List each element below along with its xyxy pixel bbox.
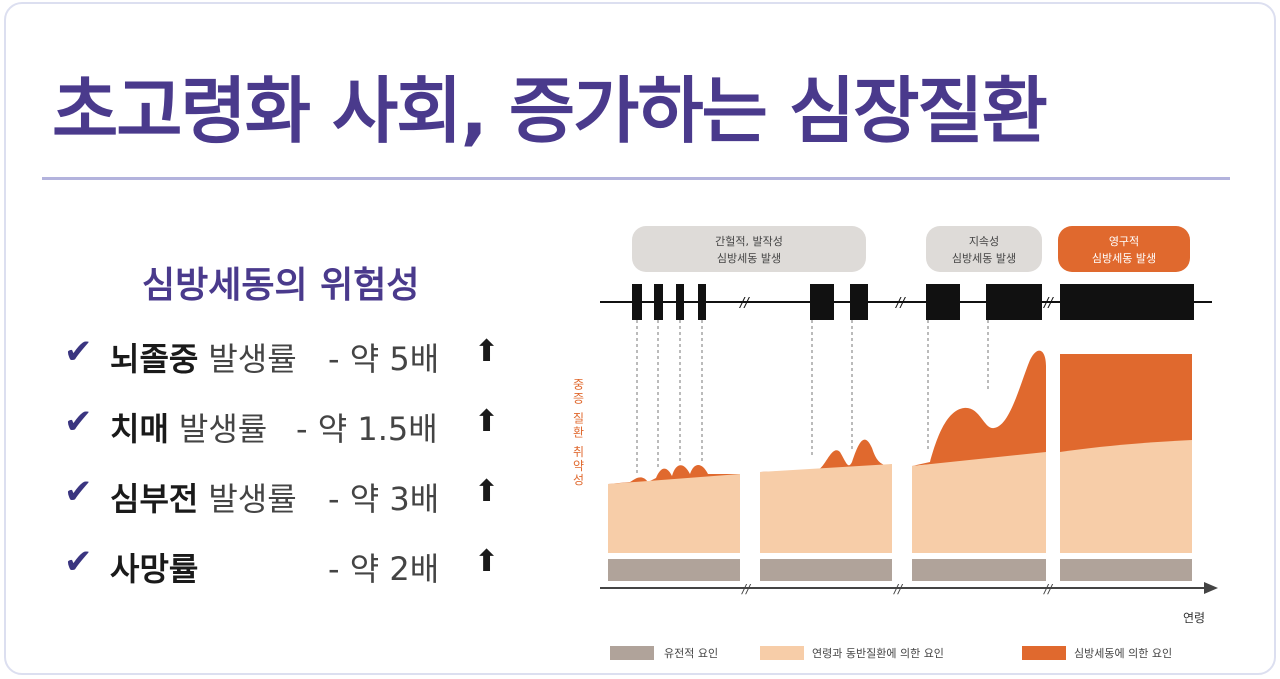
legend-label-af: 심방세동에 의한 요인: [1074, 647, 1172, 660]
age-area-1: [608, 474, 740, 553]
checkmark-icon: ✔: [64, 472, 93, 512]
genetic-bar-3: [912, 559, 1046, 581]
y-axis-label: 중증 질환 취약성: [571, 378, 585, 488]
page-title: 초고령화 사회, 증가하는 심장질환: [52, 69, 1048, 153]
risk-item-metric: 발생률: [208, 480, 297, 518]
risk-item-heart-failure: ✔ 심부전 발생률 - 약 3배 ⬆: [64, 470, 524, 540]
risk-item-name: 사망률: [110, 550, 199, 588]
age-area-2: [760, 464, 892, 553]
episode-connectors: [636, 320, 989, 476]
legend-swatch-af: [1022, 646, 1066, 660]
x-axis: // // // 연령: [600, 582, 1218, 625]
phase-label-permanent: 영구적 심방세동 발생: [1058, 226, 1190, 272]
svg-text:중증 질환 취약성: 중증 질환 취약성: [571, 378, 585, 488]
risk-item-value: - 약 3배: [328, 480, 440, 518]
title-divider: [42, 177, 1230, 180]
genetic-bar-2: [760, 559, 892, 581]
x-axis-arrow-icon: [1204, 582, 1218, 594]
up-arrow-icon: ⬆: [474, 474, 500, 509]
up-arrow-icon: ⬆: [474, 404, 500, 439]
checkmark-icon: ✔: [64, 402, 93, 442]
legend-swatch-age: [760, 646, 804, 660]
risk-item-metric: 발생률: [178, 410, 268, 448]
age-area-3: [912, 452, 1046, 553]
svg-text://: //: [1043, 296, 1054, 311]
checkmark-icon: ✔: [64, 542, 93, 582]
af-area-4: [1060, 354, 1192, 454]
risk-item-name: 뇌졸중 발생률: [110, 340, 297, 378]
risk-item-value: - 약 2배: [328, 550, 440, 588]
risk-item-metric: 발생률: [208, 340, 297, 378]
phase-label-intermittent: 간헐적, 발작성 심방세동 발생: [632, 226, 866, 272]
episode-timeline: // // //: [600, 284, 1212, 320]
svg-text://: //: [893, 582, 904, 596]
genetic-bar-1: [608, 559, 740, 581]
svg-text:심방세동 발생: 심방세동 발생: [1092, 252, 1156, 265]
risk-item-stroke: ✔ 뇌졸중 발생률 - 약 5배 ⬆: [64, 330, 524, 400]
legend: 유전적 요인 연령과 동반질환에 의한 요인 심방세동에 의한 요인: [610, 646, 1172, 660]
risk-list: ✔ 뇌졸중 발생률 - 약 5배 ⬆ ✔ 치매 발생률 - 약 1.5배 ⬆ ✔ 심…: [64, 330, 524, 610]
af-area-2: [760, 439, 892, 472]
segment-4: [1060, 354, 1192, 581]
risk-item-mortality: ✔ 사망률 - 약 2배 ⬆: [64, 540, 524, 610]
risk-heading: 심방세동의 위험성: [142, 265, 420, 306]
genetic-bar-4: [1060, 559, 1192, 581]
svg-text:간헐적, 발작성: 간헐적, 발작성: [715, 234, 783, 248]
x-axis-label: 연령: [1183, 611, 1205, 625]
af-area-3: [912, 350, 1046, 466]
svg-text://: //: [895, 296, 906, 311]
segment-3: [912, 350, 1046, 581]
risk-item-dementia: ✔ 치매 발생률 - 약 1.5배 ⬆: [64, 400, 524, 470]
up-arrow-icon: ⬆: [474, 544, 500, 579]
risk-item-name: 심부전 발생률: [110, 480, 297, 518]
svg-text://: //: [1043, 582, 1054, 596]
segment-2: [760, 439, 892, 581]
checkmark-icon: ✔: [64, 332, 93, 372]
up-arrow-icon: ⬆: [474, 334, 500, 369]
svg-text://: //: [739, 296, 750, 311]
card-frame: [4, 2, 1276, 675]
phase-label-persistent: 지속성 심방세동 발생: [926, 226, 1042, 272]
risk-item-value: - 약 5배: [328, 340, 440, 378]
legend-label-age: 연령과 동반질환에 의한 요인: [812, 647, 944, 660]
svg-text:영구적: 영구적: [1109, 235, 1139, 248]
risk-item-value: - 약 1.5배: [296, 410, 438, 448]
legend-label-genetic: 유전적 요인: [664, 647, 718, 660]
age-area-4: [1060, 440, 1192, 553]
svg-text:지속성: 지속성: [969, 235, 999, 248]
svg-text://: //: [741, 582, 752, 596]
risk-item-name: 치매 발생률: [110, 410, 268, 448]
svg-text:심방세동 발생: 심방세동 발생: [952, 252, 1016, 265]
svg-text:심방세동 발생: 심방세동 발생: [717, 252, 781, 265]
legend-swatch-genetic: [610, 646, 654, 660]
segment-1: [608, 465, 740, 581]
